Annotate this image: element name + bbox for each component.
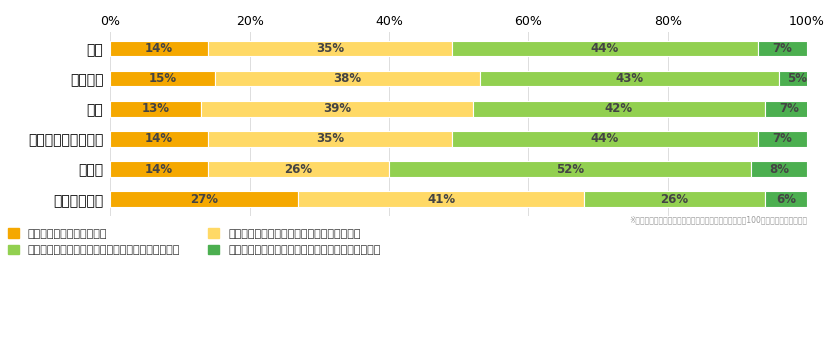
Text: 14%: 14% xyxy=(145,163,173,176)
Bar xyxy=(110,71,215,87)
Text: 5%: 5% xyxy=(786,72,806,85)
Bar xyxy=(751,161,807,177)
Text: 38%: 38% xyxy=(333,72,361,85)
Bar xyxy=(765,101,814,117)
Text: 27%: 27% xyxy=(191,193,218,206)
Bar xyxy=(765,192,807,207)
Bar xyxy=(759,131,807,147)
Bar xyxy=(110,192,298,207)
Bar xyxy=(389,161,751,177)
Bar xyxy=(207,161,389,177)
Legend: 現在副業・ダブルワーク中, 副業・ダブルワークをしたことはないが興味はある, 過去に副業・ダブルワークをしたことがある, 副業・ダブルワークをしたことはないし興: 現在副業・ダブルワーク中, 副業・ダブルワークをしたことはないが興味はある, 過… xyxy=(8,228,381,255)
Text: 14%: 14% xyxy=(145,132,173,145)
Bar xyxy=(207,131,452,147)
Bar xyxy=(201,101,473,117)
Text: 13%: 13% xyxy=(142,102,170,115)
Bar xyxy=(110,101,201,117)
Text: 43%: 43% xyxy=(616,72,643,85)
Text: 42%: 42% xyxy=(605,102,633,115)
Bar xyxy=(452,40,759,56)
Text: 52%: 52% xyxy=(556,163,585,176)
Text: 6%: 6% xyxy=(776,193,796,206)
Bar xyxy=(207,40,452,56)
Text: 44%: 44% xyxy=(591,132,619,145)
Bar xyxy=(584,192,765,207)
Text: ※小数点以下を四捨五入しているため、必ずしも合計が100になるとは限らない。: ※小数点以下を四捨五入しているため、必ずしも合計が100になるとは限らない。 xyxy=(629,215,807,224)
Bar xyxy=(473,101,765,117)
Text: 7%: 7% xyxy=(773,132,793,145)
Text: 26%: 26% xyxy=(285,163,312,176)
Text: 8%: 8% xyxy=(769,163,790,176)
Bar xyxy=(298,192,584,207)
Bar xyxy=(110,161,207,177)
Bar xyxy=(215,71,480,87)
Bar xyxy=(480,71,780,87)
Text: 35%: 35% xyxy=(316,132,344,145)
Text: 14%: 14% xyxy=(145,42,173,55)
Text: 15%: 15% xyxy=(149,72,176,85)
Bar xyxy=(110,40,207,56)
Text: 35%: 35% xyxy=(316,42,344,55)
Text: 44%: 44% xyxy=(591,42,619,55)
Text: 26%: 26% xyxy=(660,193,689,206)
Text: 7%: 7% xyxy=(773,42,793,55)
Bar xyxy=(759,40,807,56)
Bar xyxy=(452,131,759,147)
Bar xyxy=(780,71,814,87)
Text: 41%: 41% xyxy=(428,193,455,206)
Text: 7%: 7% xyxy=(780,102,800,115)
Text: 39%: 39% xyxy=(323,102,351,115)
Bar xyxy=(110,131,207,147)
